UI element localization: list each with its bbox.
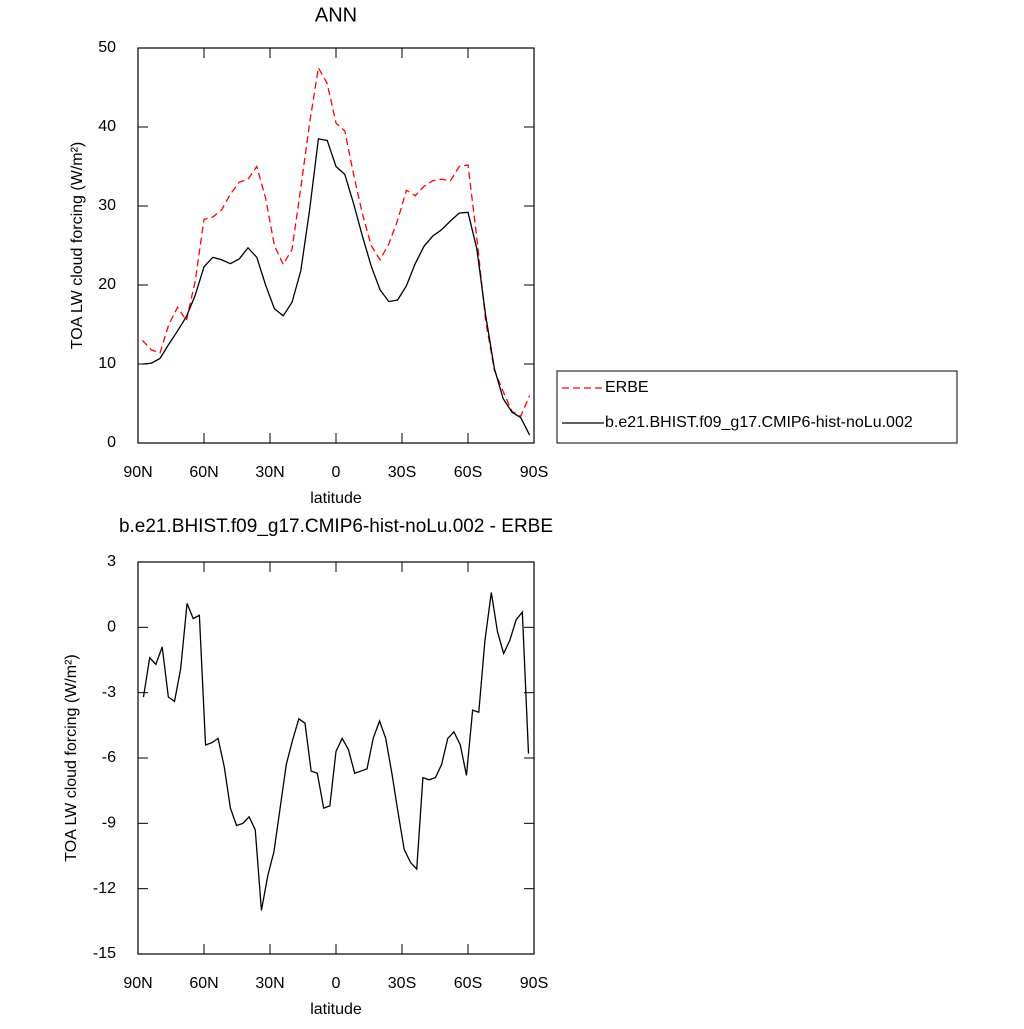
x-tick-label: 60S: [454, 464, 482, 481]
y-tick-label: 0: [107, 619, 116, 636]
x-tick-label: 0: [332, 464, 341, 481]
chart-title: ANN: [315, 4, 357, 26]
x-axis-label: latitude: [310, 1001, 362, 1018]
x-tick-label: 90N: [123, 975, 152, 992]
plot-frame: [137, 47, 535, 444]
x-tick-label: 90N: [123, 464, 152, 481]
y-axis-label: TOA LW cloud forcing (W/m²): [63, 654, 80, 861]
chart-title: b.e21.BHIST.f09_g17.CMIP6-hist-noLu.002 …: [119, 516, 553, 537]
x-tick-label: 30N: [255, 464, 284, 481]
x-tick-label: 90S: [520, 464, 548, 481]
y-tick-label: 3: [107, 553, 116, 570]
x-axis-label: latitude: [310, 490, 362, 507]
x-tick-label: 30N: [255, 975, 284, 992]
legend-label: ERBE: [605, 379, 649, 396]
y-tick-label: -6: [102, 749, 116, 766]
y-tick-label: 20: [98, 276, 116, 293]
legend-box: [556, 370, 958, 444]
data-line: [142, 138, 531, 436]
y-tick-label: 10: [98, 355, 116, 372]
x-tick-label: 30S: [388, 975, 416, 992]
y-tick-label: 40: [98, 118, 116, 135]
x-tick-label: 0: [332, 975, 341, 992]
legend-label: b.e21.BHIST.f09_g17.CMIP6-hist-noLu.002: [605, 414, 913, 431]
x-tick-label: 60S: [454, 975, 482, 992]
x-tick-label: 60N: [189, 975, 218, 992]
y-tick-label: -9: [102, 815, 116, 832]
x-tick-label: 60N: [189, 464, 218, 481]
y-tick-label: 0: [107, 434, 116, 451]
y-axis-label: TOA LW cloud forcing (W/m²): [69, 142, 86, 349]
y-tick-label: -15: [93, 945, 116, 962]
data-line: [142, 592, 530, 911]
y-tick-label: -12: [93, 880, 116, 897]
x-tick-label: 30S: [388, 464, 416, 481]
data-line: [141, 65, 531, 418]
y-tick-label: -3: [102, 684, 116, 701]
y-tick-label: 30: [98, 197, 116, 214]
y-tick-label: 50: [98, 39, 116, 56]
x-tick-label: 90S: [520, 975, 548, 992]
plot-frame: [137, 561, 535, 955]
